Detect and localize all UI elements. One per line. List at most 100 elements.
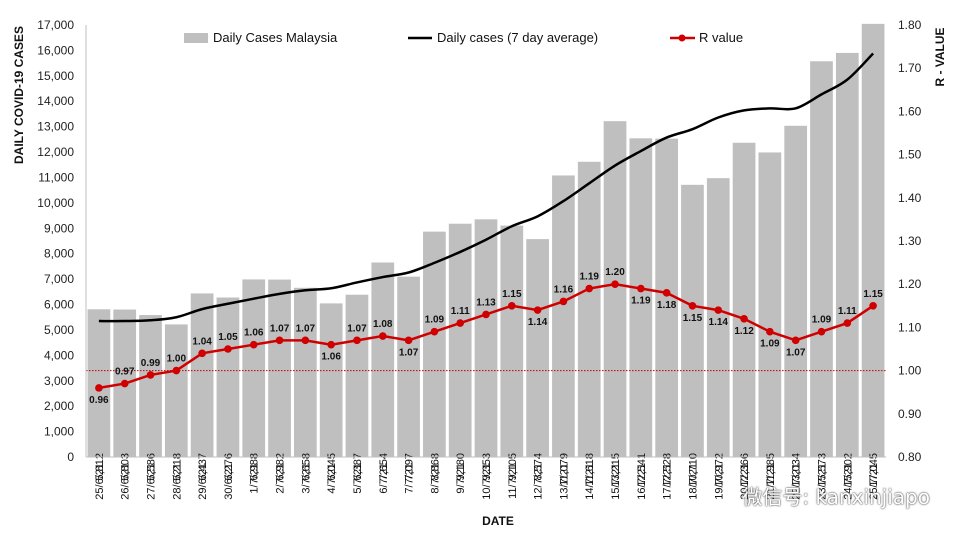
r-value-label: 1.16 [554,284,574,295]
y-tick-label: 8,000 [44,247,74,261]
r-value-label: 1.05 [218,332,238,343]
r-point [378,332,387,340]
y2-tick-label: 1.60 [898,104,922,118]
bar-value-label: 12,366 [739,453,751,487]
bar [861,23,885,457]
r-point [456,319,464,327]
bar-value-label: 6,982 [275,453,287,481]
r-value-label: 1.09 [760,339,780,350]
bar [190,293,214,457]
r-value-label: 1.07 [296,323,316,334]
bar-value-label: 11,618 [584,453,596,486]
r-point [120,379,129,388]
legend-label-avg: Daily cases (7 day average) [437,30,598,45]
bar-value-label: 8,868 [429,453,441,481]
x-tick-label: 9/7/21 [455,463,467,494]
legend-label-r: R value [699,30,743,45]
bar [552,175,575,457]
r-point [249,340,258,349]
y-tick-label: 17,000 [37,18,74,32]
r-line-group [95,280,877,392]
r-value-label: 0.96 [89,395,109,406]
bar-value-label: 13,215 [610,453,622,487]
r-value-label: 1.19 [579,272,599,283]
y-tick-label: 4,000 [44,348,74,362]
y-tick-label: 6,000 [44,298,74,312]
avg-line [98,52,874,323]
bar-value-label: 7,654 [378,453,390,481]
r-point [714,306,723,314]
bar [268,279,291,457]
y-tick-label: 2,000 [44,399,74,413]
r-point [224,345,232,353]
r-point [843,319,852,327]
bar-value-label: 8,574 [533,453,545,481]
y-tick-label: 0 [67,450,74,464]
r-value-label: 1.06 [321,352,341,363]
r-point [740,314,748,323]
r-value-label: 1.07 [270,323,290,334]
x-tick-label: 25/6/21 [94,463,106,500]
y2-tick-label: 1.70 [898,61,922,75]
y-tick-label: 13,000 [37,120,74,134]
y-tick-label: 12,000 [37,145,74,159]
bar-value-label: 6,658 [300,453,312,481]
bar [345,294,369,457]
r-point [327,340,335,349]
x-tick-label: 29/6/21 [197,463,209,500]
r-value-label: 1.06 [244,328,264,339]
x-tick-label: 14/7/21 [584,463,596,500]
r-point [275,336,284,345]
bar-value-label: 9,353 [481,453,493,481]
x-tick-label: 8/7/21 [429,463,441,494]
bar [526,239,549,457]
r-value-label: 1.11 [451,306,470,317]
bar-value-label: 11,079 [558,453,570,486]
x-tick-label: 15/7/21 [610,463,622,500]
r-value-label: 1.15 [863,289,883,300]
y-tick-label: 14,000 [37,94,74,108]
r-point [146,371,155,379]
r-point [817,327,826,336]
x-tick-label: 25/7/21 [868,463,880,500]
x-tick-label: 24/7/21 [842,463,854,500]
bar-series [87,23,885,458]
bar-value-label: 12,528 [662,453,674,487]
bar [577,161,601,457]
x-tick-label: 6/7/21 [378,463,390,494]
bar [139,315,162,457]
x-axis-title: DATE [482,514,514,528]
y-tick-label: 11,000 [38,170,74,184]
bar [784,125,808,458]
x-tick-label: 11/7/21 [507,463,519,499]
r-point [766,327,774,336]
r-value-label: 1.19 [631,296,651,307]
y2-axis-title: R - VALUE [933,27,947,86]
r-value-label: 1.04 [192,336,212,347]
y2-tick-label: 1.10 [898,320,922,334]
x-tick-label: 17/7/21 [662,463,674,500]
r-point [172,366,181,375]
bar [474,219,498,457]
y-tick-label: 7,000 [44,272,74,286]
x-axis: 25/6/21 26/6/21 27/6/21 28/6/21 29/6/21 30/6/… [86,456,886,500]
bar-value-label: 6,045 [326,453,338,481]
r-value-label: 1.18 [657,300,677,311]
r-point [404,336,413,345]
x-tick-label: 18/7/21 [687,463,699,500]
r-value-label: 1.07 [786,347,806,358]
bar [603,121,627,457]
r-point [353,336,361,345]
x-tick-label: 23/7/21 [816,463,828,500]
r-value-label: 1.08 [373,319,393,330]
bar [732,142,756,457]
x-tick-label: 10/7/21 [481,463,493,500]
r-point [95,384,103,392]
r-value-label: 1.14 [709,317,729,328]
bar-value-label: 6,387 [352,453,364,481]
bar-value-label: 6,988 [249,453,261,481]
r-value-label: 1.12 [734,326,754,337]
x-tick-label: 22/7/21 [791,463,803,500]
r-point [430,327,439,336]
